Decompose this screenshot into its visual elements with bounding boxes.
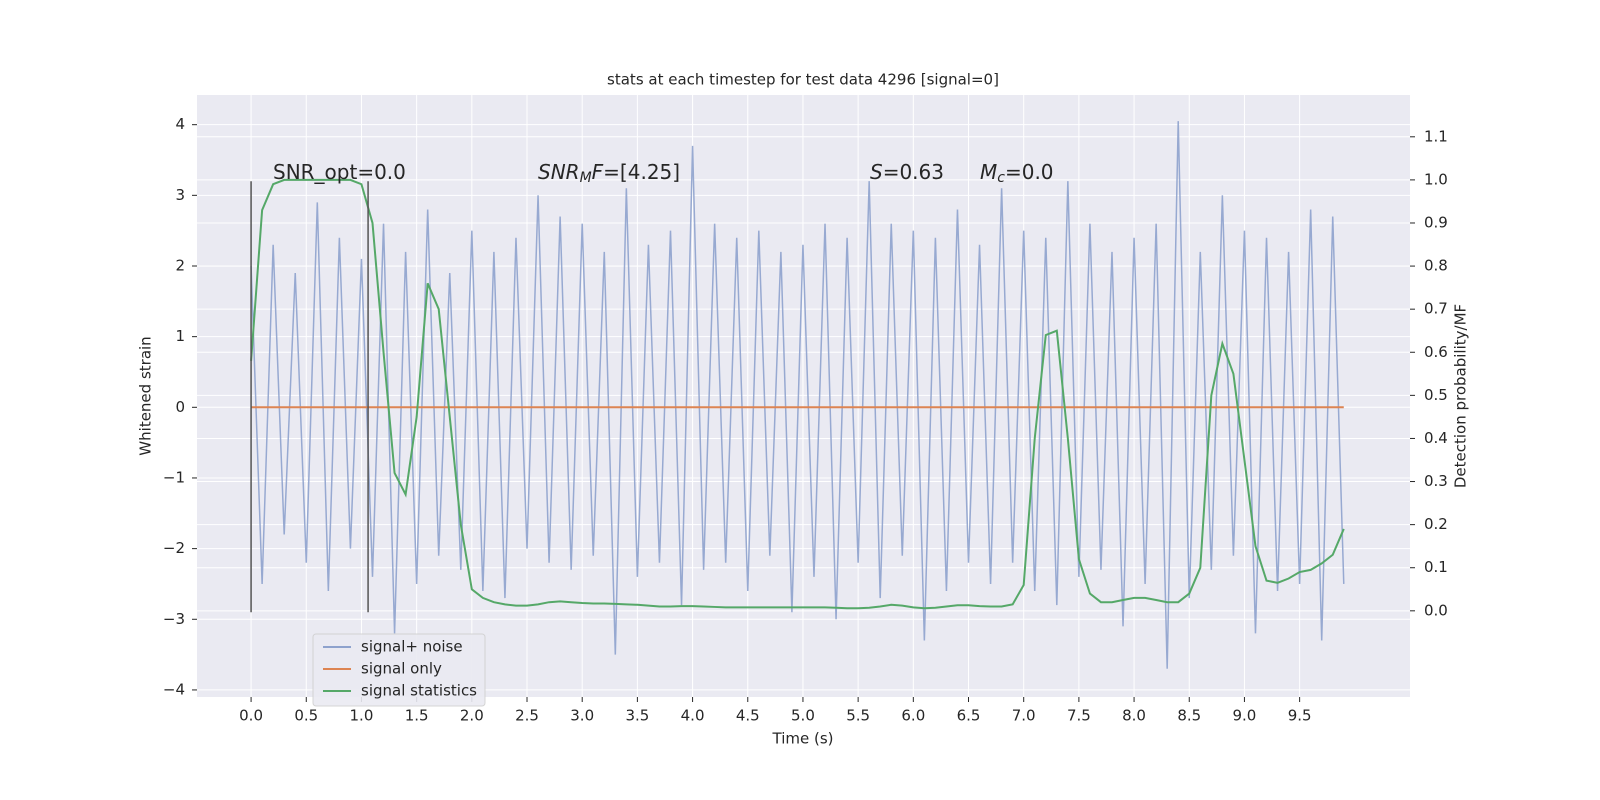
x-tick-label: 2.5 (515, 707, 539, 725)
legend-label: signal only (361, 660, 442, 678)
x-tick-label: 2.0 (460, 707, 484, 725)
y-tick-label: 4 (175, 115, 185, 133)
x-tick-label: 3.0 (570, 707, 594, 725)
series-line (250, 121, 1345, 669)
annotation-part: S (870, 160, 883, 184)
annotation: SNR_opt=0.0 (273, 160, 406, 184)
y-tick-label: 3 (175, 186, 185, 204)
x-tick-label: 9.5 (1288, 707, 1312, 725)
y2-tick-label: 0.2 (1424, 515, 1448, 533)
x-tick-label: 8.5 (1177, 707, 1201, 725)
annotation-part: =[4.25] (603, 160, 680, 184)
annotation-part: =0.63 (883, 160, 944, 184)
legend-box (312, 633, 486, 707)
series-line (250, 178, 1345, 610)
x-tick-label: 9.0 (1233, 707, 1257, 725)
y-tick-label: 0 (175, 398, 185, 416)
annotation-part: M (580, 170, 592, 186)
y2-axis-label: Detection probability/MF (1452, 304, 1470, 488)
y2-tick-label: 0.8 (1424, 257, 1448, 275)
x-tick-label: 5.5 (846, 707, 870, 725)
y2-tick-label: 0.1 (1424, 558, 1448, 576)
x-tick-label: 0.0 (239, 707, 263, 725)
y2-tick-label: 0.7 (1424, 300, 1448, 318)
y2-tick-label: 0.9 (1424, 213, 1448, 231)
x-tick-label: 3.5 (625, 707, 649, 725)
x-tick-label: 5.0 (791, 707, 815, 725)
annotation: SNRMF=[4.25] (538, 160, 680, 187)
y2-tick-label: 0.5 (1424, 386, 1448, 404)
y2-tick-label: 0.3 (1424, 472, 1448, 490)
y2-tick-label: 1.0 (1424, 170, 1448, 188)
annotation-part: SNR_opt=0.0 (273, 160, 406, 184)
legend-label: signal+ noise (361, 638, 463, 656)
y-axis-label: Whitened strain (137, 336, 155, 455)
y2-tick-label: 0.0 (1424, 601, 1448, 619)
annotation: Mc=0.0 (980, 160, 1054, 187)
annotation: S=0.63 (870, 160, 944, 184)
legend-label: signal statistics (361, 682, 477, 700)
x-tick-label: 4.5 (736, 707, 760, 725)
x-tick-label: 6.0 (901, 707, 925, 725)
y-tick-label: −1 (163, 468, 185, 486)
y-tick-label: −4 (163, 680, 185, 698)
x-tick-label: 1.5 (405, 707, 429, 725)
x-tick-label: 4.0 (681, 707, 705, 725)
y-tick-label: −3 (163, 610, 185, 628)
y-tick-label: 2 (175, 256, 185, 274)
x-tick-label: 8.0 (1122, 707, 1146, 725)
y2-tick-label: 1.1 (1424, 127, 1448, 145)
x-tick-label: 1.0 (350, 707, 374, 725)
annotation-part: M (980, 160, 997, 184)
x-tick-label: 6.5 (957, 707, 981, 725)
annotation-part: c (997, 170, 1005, 186)
y-tick-label: −2 (163, 539, 185, 557)
annotation-part: SNR (538, 160, 580, 184)
y2-tick-label: 0.6 (1424, 343, 1448, 361)
x-axis-label: Time (s) (772, 730, 834, 748)
y2-tick-label: 0.4 (1424, 429, 1448, 447)
y-tick-label: 1 (175, 327, 185, 345)
x-tick-label: 7.5 (1067, 707, 1091, 725)
annotation-part: =0.0 (1005, 160, 1054, 184)
plot-lines (250, 121, 1345, 669)
annotation-part: F (592, 160, 604, 184)
x-tick-label: 7.0 (1012, 707, 1036, 725)
chart-title: stats at each timestep for test data 429… (607, 71, 999, 89)
x-tick-label: 0.5 (294, 707, 318, 725)
